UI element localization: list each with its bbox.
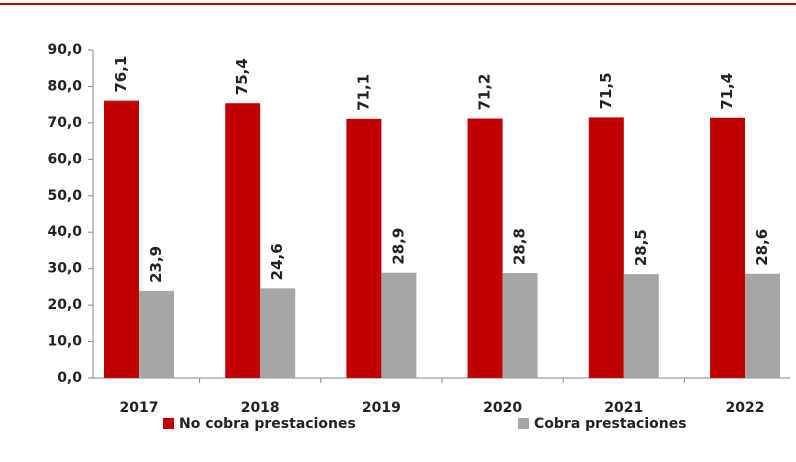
value-label: 75,4: [233, 58, 251, 95]
x-tick-label: 2017: [120, 400, 159, 416]
x-tick-label: 2021: [604, 400, 643, 416]
bar: [745, 273, 780, 378]
y-tick-label: 30,0: [47, 261, 82, 277]
value-label: 71,1: [354, 74, 372, 111]
y-tick-label: 0,0: [57, 370, 82, 386]
bar: [467, 118, 503, 378]
y-tick-label: 40,0: [47, 224, 82, 240]
value-label: 71,5: [597, 72, 615, 109]
y-tick-label: 70,0: [47, 115, 82, 131]
legend-swatch: [163, 418, 174, 429]
value-label: 28,9: [389, 228, 407, 265]
bar: [710, 117, 745, 378]
bar: [104, 100, 139, 378]
x-tick-label: 2019: [362, 400, 401, 416]
value-label: 28,6: [753, 229, 771, 266]
bar: [260, 288, 296, 378]
bar: [502, 273, 538, 378]
y-tick-label: 50,0: [47, 188, 82, 204]
legend-label: Cobra prestaciones: [534, 416, 687, 432]
y-tick-label: 60,0: [47, 151, 82, 167]
y-tick-label: 90,0: [47, 42, 82, 58]
x-tick-label: 2020: [483, 400, 522, 416]
value-label: 71,4: [718, 73, 736, 110]
bar: [623, 274, 659, 378]
y-tick-label: 10,0: [47, 334, 82, 350]
bar: [346, 118, 382, 378]
value-label: 71,2: [476, 73, 494, 110]
legend-label: No cobra prestaciones: [179, 416, 356, 432]
x-tick-label: 2018: [241, 400, 280, 416]
value-label: 23,9: [147, 246, 165, 283]
legend-swatch: [518, 418, 529, 429]
value-label: 24,6: [268, 243, 286, 280]
value-label: 76,1: [112, 56, 130, 93]
bar: [139, 290, 174, 378]
y-tick-label: 20,0: [47, 297, 82, 313]
y-tick-label: 80,0: [47, 78, 82, 94]
value-label: 28,8: [511, 228, 529, 265]
bar: [588, 117, 624, 378]
bar: [225, 103, 261, 378]
value-label: 28,5: [632, 229, 650, 266]
bar: [381, 272, 417, 378]
x-tick-label: 2022: [726, 400, 765, 416]
